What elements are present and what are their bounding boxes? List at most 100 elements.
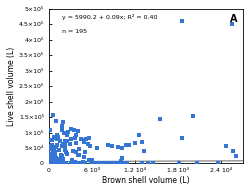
Point [82,162,86,165]
Point [69,127,73,131]
Point [79,162,83,165]
Point [116,145,120,148]
Point [50,143,54,146]
Point [57,162,61,165]
Point [93,162,97,165]
Point [106,162,110,165]
Point [119,160,123,163]
Point [52,149,56,152]
Point [55,162,59,165]
Point [50,162,54,165]
Point [51,162,55,165]
Point [87,159,91,162]
Point [151,162,155,165]
Point [50,162,54,165]
Point [60,155,64,158]
Text: n = 195: n = 195 [62,29,88,34]
Point [63,139,67,142]
Point [82,151,86,154]
Point [51,156,55,159]
Point [62,132,66,135]
Point [51,162,55,165]
Point [48,157,52,160]
Point [60,145,64,148]
Point [133,142,137,145]
Point [82,138,86,141]
Point [73,162,77,165]
Point [110,145,114,148]
Point [224,145,228,148]
Point [60,129,64,132]
Point [180,20,184,23]
Point [108,162,112,165]
Point [49,147,53,150]
Point [124,144,128,147]
Point [76,147,80,150]
Point [65,132,69,135]
Point [77,162,81,165]
Point [47,162,51,165]
Point [120,147,124,150]
Point [104,162,108,165]
Point [53,162,57,165]
Point [88,144,92,147]
Point [48,162,52,165]
Point [84,137,88,141]
Point [63,145,67,148]
Point [53,162,57,165]
Point [69,137,73,141]
Point [78,137,82,140]
Point [53,145,57,148]
Point [86,142,90,145]
Point [73,162,77,165]
Point [97,162,101,165]
Point [59,162,63,165]
Point [125,162,129,165]
Point [49,153,53,156]
X-axis label: Brown shell volume (L): Brown shell volume (L) [102,176,190,185]
Point [48,155,52,158]
Point [106,144,110,147]
Point [64,162,68,165]
Point [121,162,125,165]
Point [65,134,69,137]
Point [47,144,51,147]
Point [52,160,56,163]
Point [68,142,71,145]
Point [48,145,52,148]
Point [55,133,59,137]
Point [48,162,52,165]
Point [48,148,52,151]
Point [231,150,235,153]
Point [69,162,73,165]
Point [53,150,57,153]
Point [76,130,80,133]
Point [63,149,67,152]
Point [177,162,181,165]
Point [140,162,143,165]
Point [50,138,54,142]
Point [81,160,85,163]
Point [76,162,80,165]
Point [55,162,59,165]
Point [116,162,120,165]
Y-axis label: Live shell volume (L): Live shell volume (L) [7,46,16,126]
Point [65,152,69,156]
Point [74,134,78,137]
Point [146,162,150,165]
Point [216,162,220,165]
Point [50,156,54,159]
Point [55,143,59,146]
Point [138,133,141,136]
Point [90,158,94,161]
Point [140,140,144,143]
Point [48,157,52,160]
Text: A: A [230,14,237,24]
Point [100,162,104,165]
Point [117,162,121,165]
Point [59,162,63,165]
Point [82,140,86,143]
Point [49,162,53,165]
Point [60,162,64,165]
Point [50,162,54,165]
